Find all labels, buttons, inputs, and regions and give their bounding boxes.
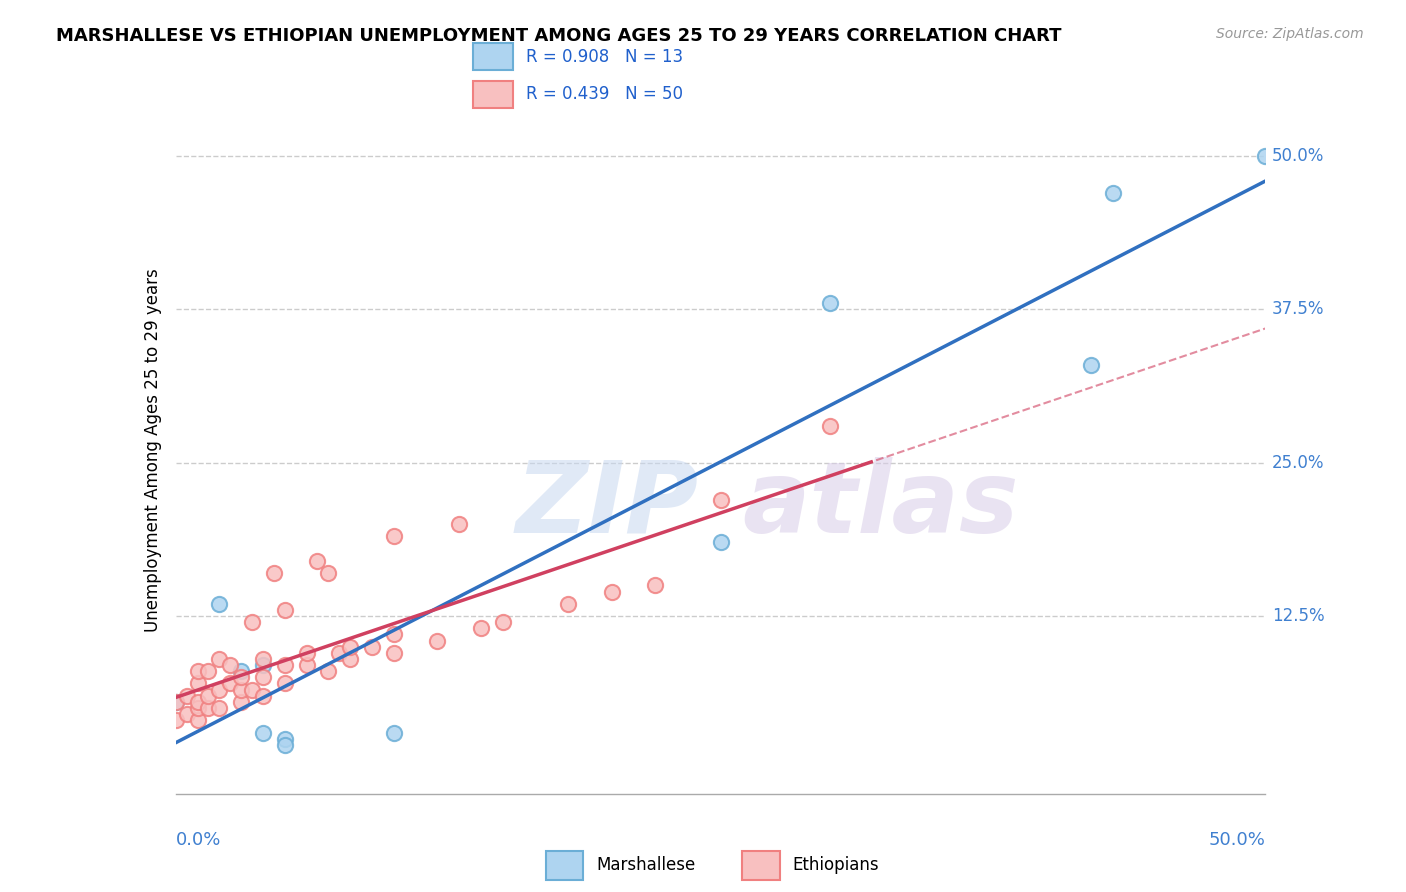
Point	[470, 621, 492, 635]
Point	[339, 640, 361, 654]
Point	[274, 603, 297, 617]
Point	[219, 676, 242, 690]
Point	[231, 670, 253, 684]
Point	[208, 682, 231, 697]
Point	[208, 652, 231, 666]
Point	[240, 615, 263, 630]
Text: 37.5%: 37.5%	[1272, 301, 1324, 318]
Point	[1254, 149, 1277, 163]
Point	[252, 670, 274, 684]
Text: 50.0%: 50.0%	[1272, 147, 1324, 165]
Point	[165, 695, 187, 709]
Text: R = 0.908   N = 13: R = 0.908 N = 13	[526, 47, 683, 65]
Point	[382, 529, 405, 543]
Point	[360, 640, 382, 654]
Point	[231, 695, 253, 709]
Point	[318, 664, 340, 679]
Point	[557, 597, 579, 611]
Text: Ethiopians: Ethiopians	[793, 856, 879, 874]
Point	[710, 535, 733, 549]
Point	[231, 664, 253, 679]
Point	[208, 597, 231, 611]
Point	[818, 419, 841, 434]
Point	[382, 627, 405, 641]
Text: 25.0%: 25.0%	[1272, 454, 1324, 472]
Text: 0.0%: 0.0%	[176, 830, 221, 848]
Text: R = 0.439   N = 50: R = 0.439 N = 50	[526, 86, 683, 103]
Point	[186, 701, 209, 715]
FancyBboxPatch shape	[742, 851, 779, 880]
Point	[240, 682, 263, 697]
Point	[165, 714, 187, 728]
Point	[274, 676, 297, 690]
FancyBboxPatch shape	[546, 851, 583, 880]
Point	[231, 682, 253, 697]
Point	[818, 296, 841, 310]
FancyBboxPatch shape	[474, 43, 513, 70]
Point	[252, 725, 274, 739]
Point	[274, 738, 297, 752]
Point	[186, 714, 209, 728]
Point	[710, 492, 733, 507]
Point	[295, 658, 318, 673]
Point	[382, 725, 405, 739]
Point	[208, 701, 231, 715]
Point	[197, 689, 219, 703]
Point	[252, 652, 274, 666]
Point	[197, 664, 219, 679]
Point	[176, 689, 198, 703]
Point	[186, 676, 209, 690]
Point	[186, 695, 209, 709]
Point	[339, 652, 361, 666]
Point	[644, 578, 666, 592]
Point	[492, 615, 515, 630]
Text: MARSHALLESE VS ETHIOPIAN UNEMPLOYMENT AMONG AGES 25 TO 29 YEARS CORRELATION CHAR: MARSHALLESE VS ETHIOPIAN UNEMPLOYMENT AM…	[56, 27, 1062, 45]
Point	[295, 646, 318, 660]
Point	[165, 695, 187, 709]
Point	[176, 707, 198, 722]
Point	[219, 658, 242, 673]
Point	[307, 554, 329, 568]
Point	[382, 646, 405, 660]
Point	[274, 731, 297, 746]
Y-axis label: Unemployment Among Ages 25 to 29 years: Unemployment Among Ages 25 to 29 years	[143, 268, 162, 632]
Text: atlas: atlas	[742, 457, 1019, 554]
Text: Source: ZipAtlas.com: Source: ZipAtlas.com	[1216, 27, 1364, 41]
Point	[1080, 358, 1102, 372]
Point	[274, 658, 297, 673]
Point	[600, 584, 623, 599]
Point	[318, 566, 340, 581]
Point	[426, 633, 449, 648]
FancyBboxPatch shape	[474, 80, 513, 108]
Point	[263, 566, 285, 581]
Point	[197, 701, 219, 715]
Text: 50.0%: 50.0%	[1209, 830, 1265, 848]
Text: 12.5%: 12.5%	[1272, 607, 1324, 625]
Point	[447, 517, 470, 532]
Point	[252, 689, 274, 703]
Text: ZIP: ZIP	[516, 457, 699, 554]
Point	[186, 664, 209, 679]
Point	[1102, 186, 1125, 200]
Point	[252, 658, 274, 673]
Point	[328, 646, 350, 660]
Text: Marshallese: Marshallese	[596, 856, 696, 874]
